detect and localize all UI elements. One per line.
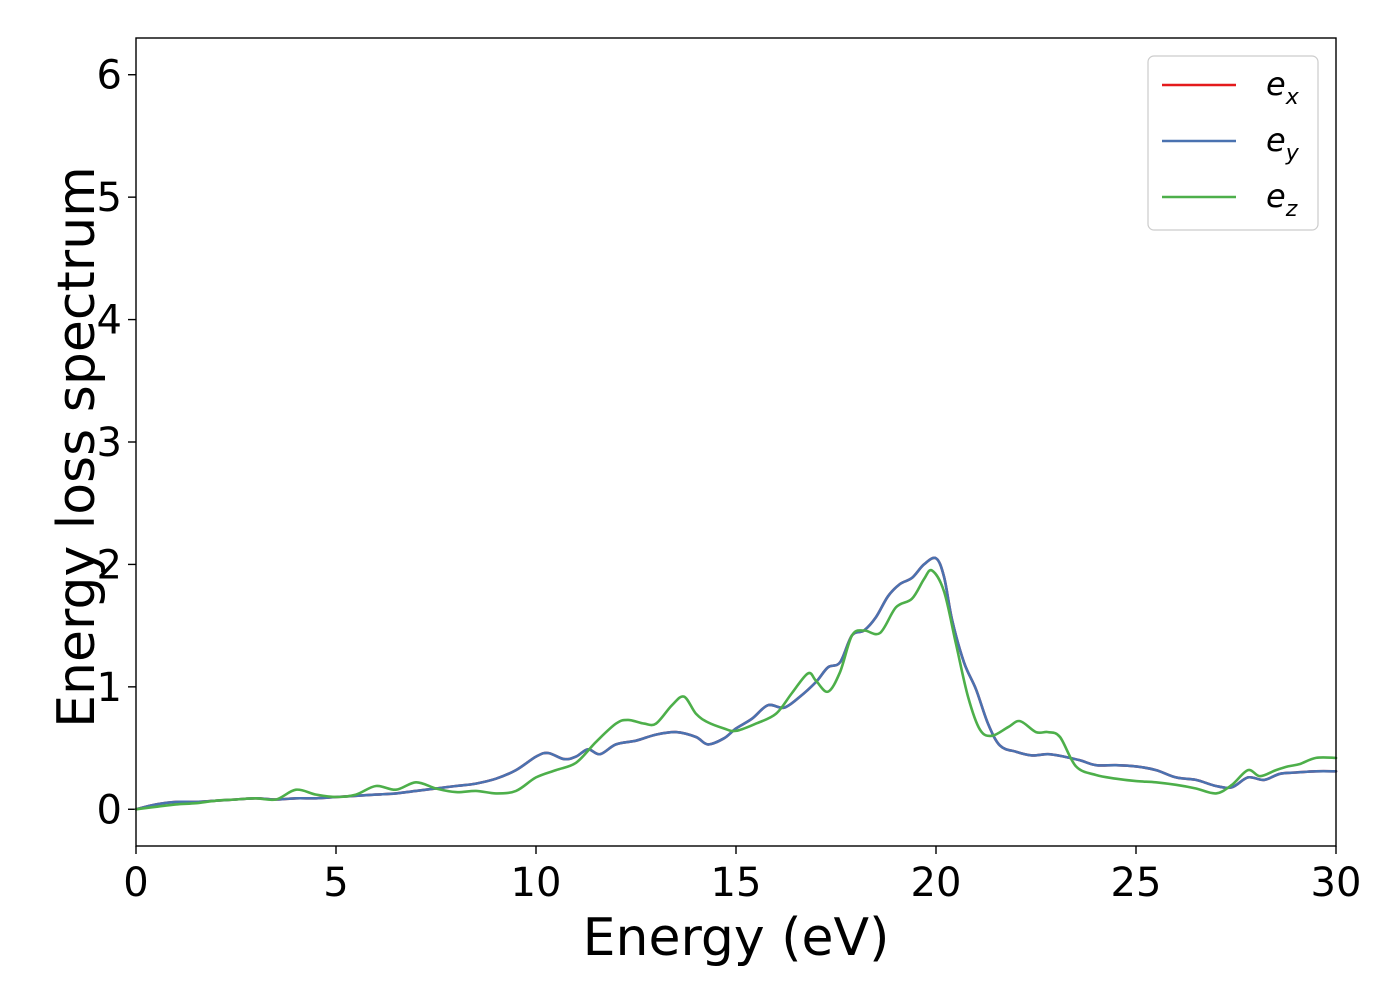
series-line-ez [134,568,1338,811]
y-tick-label: 2 [97,542,122,588]
y-axis-ticks: 0 1 2 3 4 5 6 [97,53,136,833]
y-tick-label: 6 [97,53,122,99]
legend-label-base: e [1266,177,1286,215]
legend-label-subscript: x [1285,85,1300,110]
plot-frame [135,37,1337,847]
x-tick-label: 10 [511,860,562,906]
x-tick-label: 5 [323,860,348,906]
legend-label-ex: ex [1266,65,1300,110]
x-tick-label: 0 [123,860,148,906]
y-tick-label: 4 [97,298,122,344]
legend-label-ey: ey [1266,121,1300,166]
x-tick-label: 20 [911,860,962,906]
legend-label-subscript: z [1285,197,1298,222]
x-axis-ticks: 0 5 10 15 20 25 30 [123,846,1361,906]
legend-label-ez: ez [1266,177,1298,222]
y-axis-title: Energy loss spectrum [47,166,107,728]
y-tick-label: 1 [97,665,122,711]
x-tick-label: 15 [711,860,762,906]
x-axis-title: Energy (eV) [583,908,890,968]
y-tick-label: 5 [97,175,122,221]
x-tick-label: 30 [1311,860,1362,906]
legend-label-subscript: y [1285,141,1300,166]
legend-label-base: e [1266,65,1286,103]
legend-label-base: e [1266,121,1286,159]
legend-box [1147,55,1319,231]
y-tick-label: 0 [97,787,122,833]
series-line-ey [134,556,1338,811]
series-lines [134,556,1338,811]
x-tick-label: 25 [1111,860,1162,906]
y-tick-label: 3 [97,420,122,466]
